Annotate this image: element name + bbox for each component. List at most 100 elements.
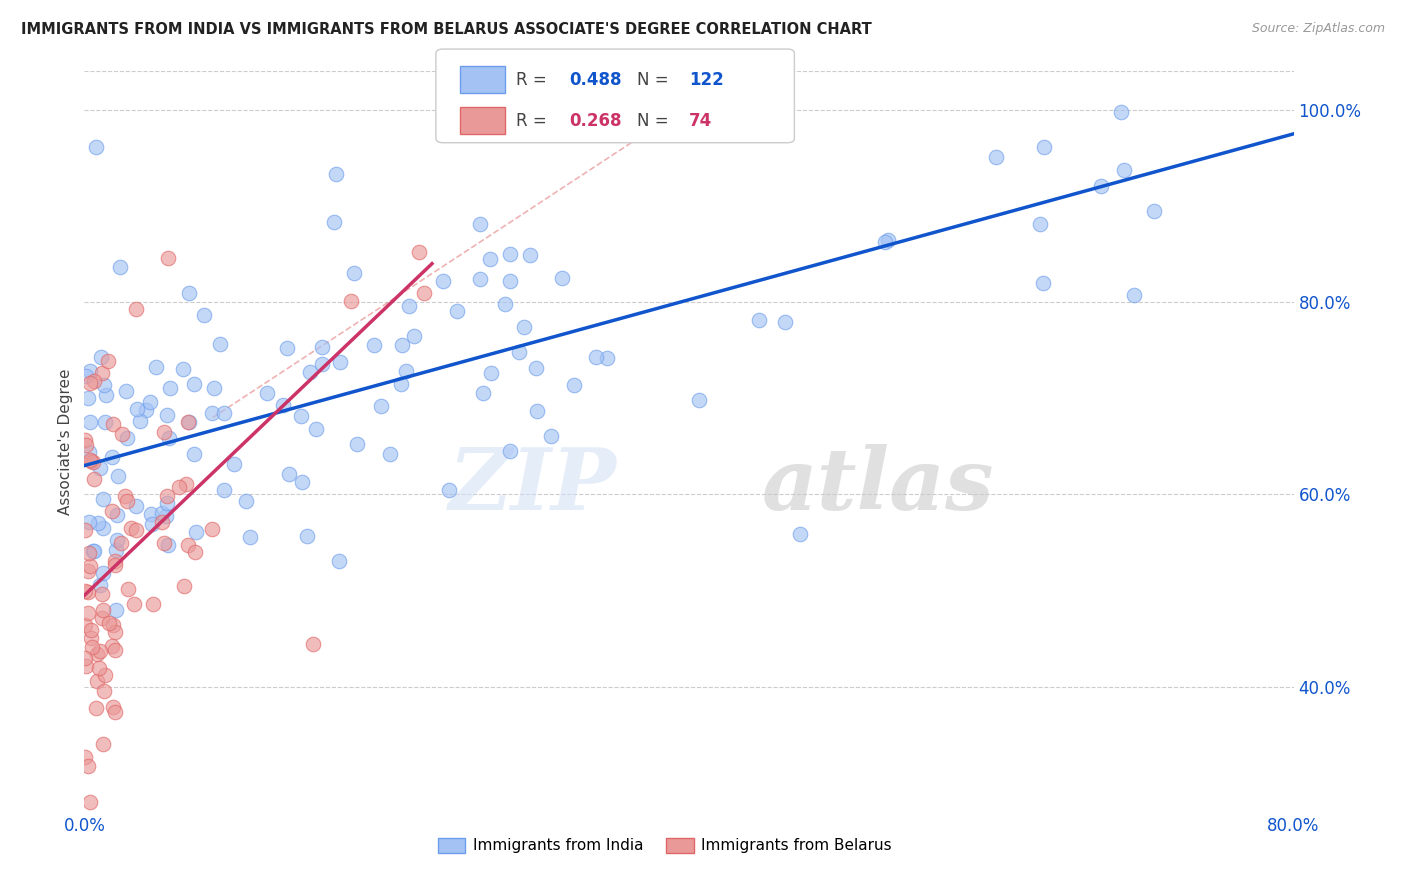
Point — [183, 447, 205, 461]
Point — [77, 445, 100, 459]
Point — [89, 661, 111, 675]
Point — [551, 271, 574, 285]
Point — [201, 522, 224, 536]
Point — [91, 611, 114, 625]
Text: R =: R = — [516, 112, 553, 129]
Point — [479, 367, 502, 381]
Point — [104, 642, 127, 657]
Point — [183, 377, 205, 392]
Point — [124, 499, 146, 513]
Point — [91, 586, 114, 600]
Point — [75, 369, 97, 384]
Point — [470, 272, 492, 286]
Text: atlas: atlas — [762, 444, 994, 528]
Point — [107, 469, 129, 483]
Point — [77, 515, 100, 529]
Point — [370, 399, 392, 413]
Point — [526, 404, 548, 418]
Point — [519, 248, 541, 262]
Point — [498, 247, 520, 261]
Point — [142, 597, 165, 611]
Point — [76, 391, 98, 405]
Point — [378, 447, 401, 461]
Point — [82, 543, 104, 558]
Point — [1029, 217, 1052, 231]
Point — [156, 489, 179, 503]
Point — [128, 414, 150, 428]
Point — [363, 338, 385, 352]
Point — [91, 566, 114, 580]
Point — [256, 386, 278, 401]
Point — [156, 408, 179, 422]
Point — [86, 674, 108, 689]
Point — [73, 583, 96, 598]
Point — [156, 495, 179, 509]
Point — [114, 489, 136, 503]
Point — [125, 402, 148, 417]
Point — [124, 523, 146, 537]
Point — [177, 415, 200, 429]
Point — [202, 381, 225, 395]
Point — [173, 579, 195, 593]
Point — [150, 515, 173, 529]
Point — [73, 749, 96, 764]
Point — [76, 759, 98, 773]
Point — [672, 120, 695, 135]
Point — [135, 403, 157, 417]
Point — [105, 508, 128, 522]
Point — [499, 274, 522, 288]
Point — [90, 351, 112, 365]
Point — [239, 530, 262, 544]
Point — [91, 521, 114, 535]
Point — [104, 705, 127, 719]
Point — [432, 274, 454, 288]
Point — [152, 507, 174, 521]
Point — [111, 427, 134, 442]
Point — [97, 353, 120, 368]
Point — [94, 388, 117, 402]
Point — [122, 598, 145, 612]
Point — [110, 536, 132, 550]
Point — [75, 433, 97, 447]
Point — [91, 492, 114, 507]
Point — [117, 494, 139, 508]
Point — [329, 355, 352, 369]
Text: 0.268: 0.268 — [569, 112, 621, 129]
Point — [596, 351, 619, 365]
Point — [494, 296, 516, 310]
Point — [79, 559, 101, 574]
Point — [157, 252, 180, 266]
Point — [104, 558, 127, 572]
Point — [297, 529, 319, 543]
Point — [73, 650, 96, 665]
Point — [395, 364, 418, 378]
Point — [212, 406, 235, 420]
Point — [479, 252, 502, 267]
Point — [156, 538, 179, 552]
Point — [773, 315, 796, 329]
Point — [87, 516, 110, 531]
Point — [117, 582, 139, 597]
Point — [75, 659, 97, 673]
Point — [93, 415, 115, 429]
Point — [311, 357, 333, 371]
Text: 0.488: 0.488 — [569, 70, 621, 89]
Point — [1109, 104, 1132, 119]
Point — [89, 644, 111, 658]
Point — [105, 533, 128, 548]
Point — [470, 217, 492, 231]
Point — [304, 422, 326, 436]
Point — [89, 460, 111, 475]
Point — [1032, 140, 1054, 154]
Point — [748, 313, 770, 327]
Text: 122: 122 — [689, 70, 724, 89]
Point — [82, 640, 104, 655]
Point — [224, 457, 246, 471]
Point — [323, 215, 346, 229]
Point — [100, 450, 122, 464]
Point — [193, 308, 215, 322]
Point — [311, 340, 333, 354]
Point — [343, 266, 366, 280]
Point — [94, 668, 117, 682]
Point — [84, 140, 107, 154]
